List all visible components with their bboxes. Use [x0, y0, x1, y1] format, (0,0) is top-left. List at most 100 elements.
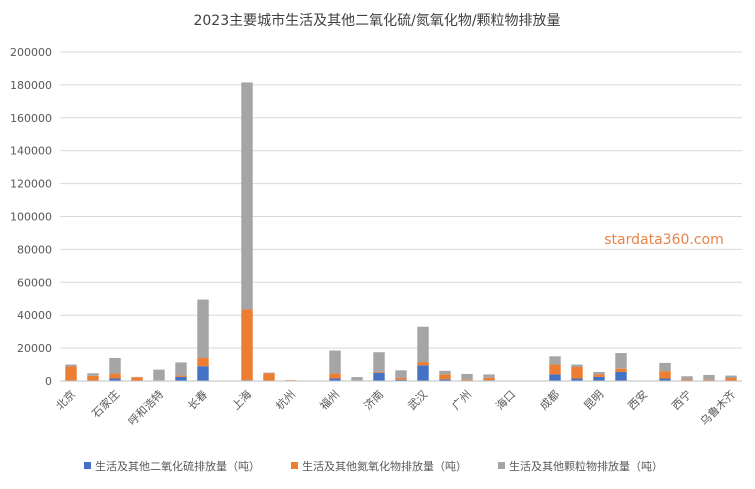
- bar-segment-银川-s3: [703, 374, 715, 380]
- bar-segment-兰州-s1: [659, 378, 671, 381]
- bar-segment-福州-s2: [329, 373, 341, 379]
- bar-segment-南宁-s3: [483, 374, 495, 378]
- bar-segment-成都-s2: [549, 364, 561, 375]
- chart-title: 2023主要城市生活及其他二氧化硫/氮氧化物/颗粒物排放量: [193, 12, 560, 29]
- bar-segment-贵阳-s3: [571, 364, 583, 368]
- y-tick-label: 0: [45, 375, 52, 388]
- bar-segment-拉萨-s2: [615, 368, 627, 372]
- bar-segment-天津-s2: [87, 375, 99, 381]
- bar-segment-南宁-s2: [483, 377, 495, 381]
- bar-segment-武汉-s3: [417, 326, 429, 363]
- bar-segment-沈阳-s3: [175, 362, 187, 376]
- bar-segment-长春-s2: [197, 357, 209, 367]
- bar-segment-长春-s3: [197, 299, 209, 358]
- x-tick-label: 乌鲁木齐: [697, 387, 738, 428]
- bar-segment-上海-s3: [241, 82, 253, 310]
- x-tick-label: 石家庄: [89, 387, 122, 420]
- x-tick-label: 西宁: [669, 387, 694, 412]
- y-tick-label: 140000: [10, 145, 52, 158]
- bar-segment-长春-s1: [197, 366, 209, 381]
- x-tick-label: 西安: [625, 387, 650, 412]
- bar-segment-沈阳-s1: [175, 376, 187, 381]
- bar-segment-昆明-s3: [593, 371, 605, 375]
- bar-segment-呼和浩特-s3: [153, 369, 165, 381]
- bar-segment-济南-s3: [373, 352, 385, 372]
- legend: 生活及其他二氧化硫排放量（吨） 生活及其他氮氧化物排放量（吨） 生活及其他颗粒物排放…: [84, 459, 663, 473]
- x-axis: 北京 石家庄 呼和浩特 长春 上海 杭州 福州 济南 武汉 广州 海口 成都 昆明 西安 西宁 乌鲁木齐: [53, 380, 742, 428]
- bar-segment-石家庄-s2: [109, 373, 121, 379]
- bar-segment-济南-s2: [373, 371, 385, 373]
- bar-segment-济南-s1: [373, 372, 385, 381]
- bar-segment-银川-s2: [703, 379, 715, 381]
- bar-segment-拉萨-s3: [615, 353, 627, 369]
- bar-segment-太原-s2: [131, 377, 143, 381]
- bar-segment-南京-s3: [263, 372, 275, 374]
- x-tick-label: 上海: [229, 387, 254, 412]
- watermark-text: stardata360.com: [604, 232, 723, 248]
- y-tick-label: 100000: [10, 211, 52, 224]
- bar-segment-昆明-s1: [593, 376, 605, 381]
- bar-segment-昆明-s2: [593, 374, 605, 377]
- bar-segment-天津-s3: [87, 373, 99, 376]
- bar-segment-长沙-s1: [439, 379, 451, 381]
- bar-segment-兰州-s2: [659, 371, 671, 379]
- bar-segment-武汉-s1: [417, 365, 429, 381]
- x-tick-label: 昆明: [581, 388, 606, 413]
- bar-segment-南京-s2: [263, 373, 275, 381]
- x-tick-label: 广州: [449, 388, 474, 413]
- legend-label: 生活及其他二氧化硫排放量（吨）: [95, 459, 260, 473]
- bar-segment-沈阳-s2: [175, 375, 187, 377]
- y-tick-label: 20000: [17, 342, 52, 355]
- bar-segment-北京-s3: [65, 364, 77, 367]
- x-tick-label: 武汉: [405, 388, 430, 413]
- legend-label: 生活及其他颗粒物排放量（吨）: [509, 459, 663, 473]
- bar-segment-福州-s3: [329, 350, 341, 374]
- x-tick-label: 济南: [361, 387, 386, 412]
- bar-segment-乌鲁木齐-s2: [725, 378, 737, 381]
- bar-segment-广州-s2: [461, 379, 473, 381]
- x-tick-label: 成都: [537, 388, 562, 413]
- bar-segment-贵阳-s1: [571, 378, 583, 381]
- bar-segment-长沙-s2: [439, 374, 451, 380]
- x-tick-label: 北京: [53, 387, 78, 412]
- bar-segment-乌鲁木齐-s3: [725, 375, 737, 379]
- bar-segment-成都-s3: [549, 356, 561, 365]
- bars: [65, 82, 737, 381]
- bar-segment-成都-s1: [549, 374, 561, 381]
- x-tick-label: 呼和浩特: [125, 387, 166, 428]
- y-tick-label: 180000: [10, 79, 52, 92]
- y-axis: 0 20000 40000 60000 80000 100000 120000 140000 1…: [10, 46, 52, 388]
- bar-segment-兰州-s3: [659, 362, 671, 372]
- y-tick-label: 60000: [17, 276, 52, 289]
- y-tick-label: 80000: [17, 243, 52, 256]
- bar-segment-石家庄-s3: [109, 357, 121, 374]
- bar-segment-贵阳-s2: [571, 367, 583, 379]
- bar-segment-南昌-s3: [351, 377, 363, 381]
- bar-segment-武汉-s2: [417, 362, 429, 366]
- bar-segment-拉萨-s1: [615, 371, 627, 381]
- bar-segment-广州-s3: [461, 373, 473, 380]
- bar-segment-北京-s2: [65, 366, 77, 381]
- y-tick-label: 200000: [10, 46, 52, 59]
- bar-segment-石家庄-s1: [109, 378, 121, 381]
- x-tick-label: 长春: [185, 388, 210, 413]
- bar-segment-西宁-s2: [681, 379, 693, 381]
- y-tick-label: 40000: [17, 309, 52, 322]
- legend-swatch: [291, 462, 298, 469]
- bar-segment-福州-s1: [329, 378, 341, 381]
- x-tick-label: 海口: [493, 387, 518, 412]
- bar-segment-郑州-s2: [395, 377, 407, 380]
- gridlines: [60, 51, 742, 349]
- legend-swatch: [498, 462, 505, 469]
- x-tick-label: 福州: [317, 387, 342, 412]
- bar-segment-西宁-s3: [681, 376, 693, 380]
- y-tick-label: 120000: [10, 178, 52, 191]
- bar-segment-长沙-s3: [439, 370, 451, 375]
- bar-segment-郑州-s1: [395, 379, 407, 381]
- x-tick-label: 杭州: [273, 387, 298, 412]
- bar-segment-郑州-s3: [395, 370, 407, 378]
- legend-label: 生活及其他氮氧化物排放量（吨）: [302, 459, 467, 473]
- y-tick-label: 160000: [10, 112, 52, 125]
- bar-segment-上海-s2: [241, 309, 253, 381]
